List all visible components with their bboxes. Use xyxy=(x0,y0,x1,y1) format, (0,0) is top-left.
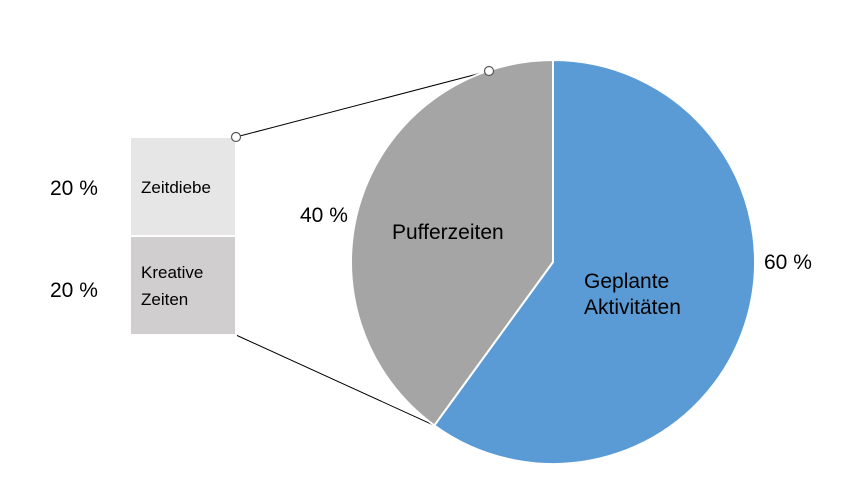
breakdown-segment-1 xyxy=(129,235,237,336)
bar-value-zeitdiebe: 20 % xyxy=(50,177,98,200)
pie-slice-0 xyxy=(432,58,756,465)
pie-slices xyxy=(350,58,756,465)
connector-bottom xyxy=(235,334,435,426)
connector-handle-right[interactable] xyxy=(483,65,495,77)
slice-label-pufferzeiten: Pufferzeiten xyxy=(392,221,504,244)
bar-label-kreative: Kreative Zeiten xyxy=(141,263,203,309)
bar-value-kreative: 20 % xyxy=(50,279,98,302)
breakdown-segment-0 xyxy=(129,136,237,237)
bar-label-zeitdiebe: Zeitdiebe xyxy=(141,178,211,197)
slice-label-geplante-line1: Geplante Aktivitäten xyxy=(584,270,681,319)
slice-value-geplante: 60 % xyxy=(764,251,812,274)
connector-handle-left[interactable] xyxy=(230,131,242,143)
breakdown-bar xyxy=(129,136,237,336)
slice-value-pufferzeiten: 40 % xyxy=(300,204,348,227)
connector-lines xyxy=(235,70,490,426)
connector-top xyxy=(235,70,490,138)
